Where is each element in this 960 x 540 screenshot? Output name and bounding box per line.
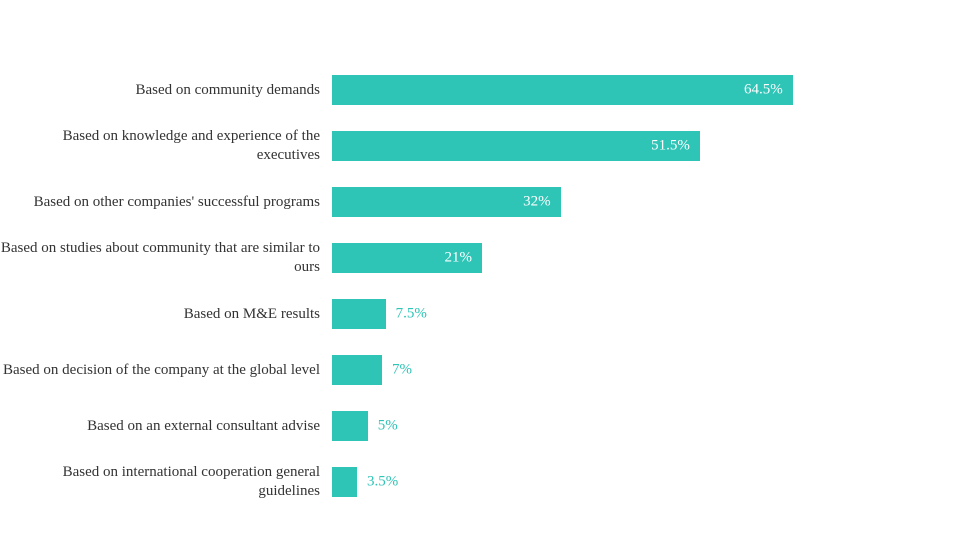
bar-wrap: 51.5% — [332, 131, 700, 161]
bar-label: Based on other companies' successful pro… — [0, 193, 332, 212]
bar — [332, 299, 386, 329]
bar-value: 7.5% — [386, 306, 427, 323]
bar-wrap: 32% — [332, 187, 561, 217]
bar-wrap: 5% — [332, 411, 368, 441]
bar-row: Based on M&E results7.5% — [0, 286, 960, 342]
bar-wrap: 7% — [332, 355, 382, 385]
bar-value: 64.5% — [744, 82, 783, 99]
bar-row: Based on international cooperation gener… — [0, 454, 960, 510]
bar — [332, 355, 382, 385]
bar-value: 21% — [445, 250, 473, 267]
bar-value: 51.5% — [651, 138, 690, 155]
bar-label: Based on M&E results — [0, 305, 332, 324]
bar-value: 5% — [368, 418, 398, 435]
bar-label: Based on studies about community that ar… — [0, 239, 332, 277]
bar-wrap: 64.5% — [332, 75, 793, 105]
bar-row: Based on community demands 64.5% — [0, 62, 960, 118]
bar — [332, 467, 357, 497]
bar-wrap: 21% — [332, 243, 482, 273]
bar-row: Based on studies about community that ar… — [0, 230, 960, 286]
bar-value: 32% — [523, 194, 551, 211]
bar-label: Based on decision of the company at the … — [0, 361, 332, 380]
horizontal-bar-chart: Based on community demands64.5%Based on … — [0, 0, 960, 540]
bar-value: 7% — [382, 362, 412, 379]
bar-label: Based on community demands — [0, 81, 332, 100]
bar-label: Based on international cooperation gener… — [0, 463, 332, 501]
bar — [332, 131, 700, 161]
bar — [332, 411, 368, 441]
bar-value: 3.5% — [357, 474, 398, 491]
bar-row: Based on other companies' successful pro… — [0, 174, 960, 230]
bar-row: Based on decision of the company at the … — [0, 342, 960, 398]
bar — [332, 75, 793, 105]
bar-wrap: 3.5% — [332, 467, 357, 497]
bar-row: Based on knowledge and experience of the… — [0, 118, 960, 174]
bar-label: Based on an external consultant advise — [0, 417, 332, 436]
bar-label: Based on knowledge and experience of the… — [0, 127, 332, 165]
bar-wrap: 7.5% — [332, 299, 386, 329]
bar-row: Based on an external consultant advise5% — [0, 398, 960, 454]
